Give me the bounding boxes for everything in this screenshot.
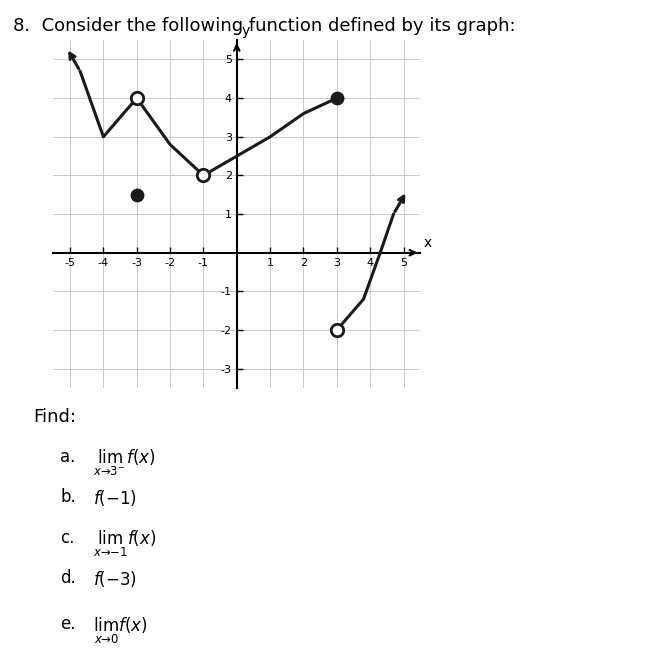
Text: $\lim_{x \to 0} f(x)$: $\lim_{x \to 0} f(x)$ [93, 615, 148, 646]
Text: b.: b. [60, 488, 76, 506]
Text: a.: a. [60, 448, 75, 466]
Text: Find:: Find: [33, 408, 76, 426]
Text: y: y [241, 24, 250, 38]
Text: 8.  Consider the following function defined by its graph:: 8. Consider the following function defin… [13, 17, 516, 35]
Point [198, 170, 209, 181]
Text: $\lim_{x \to -1} f(x)$: $\lim_{x \to -1} f(x)$ [93, 529, 157, 559]
Text: $f(-3)$: $f(-3)$ [93, 569, 137, 589]
Text: $\lim_{x \to 3^-} f(x)$: $\lim_{x \to 3^-} f(x)$ [93, 448, 156, 478]
Point [331, 93, 342, 104]
Point [331, 324, 342, 335]
Text: e.: e. [60, 615, 75, 634]
Point [131, 189, 142, 200]
Point [131, 93, 142, 104]
Text: d.: d. [60, 569, 76, 587]
Text: $f(-1)$: $f(-1)$ [93, 488, 137, 508]
Text: x: x [424, 236, 432, 250]
Text: c.: c. [60, 529, 75, 547]
